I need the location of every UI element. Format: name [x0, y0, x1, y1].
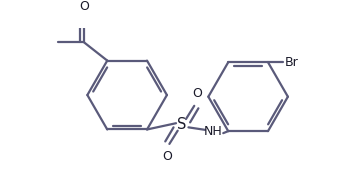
- Text: O: O: [162, 150, 172, 163]
- Text: S: S: [177, 117, 186, 132]
- Text: O: O: [79, 0, 89, 13]
- Text: NH: NH: [204, 125, 223, 138]
- Text: O: O: [192, 87, 202, 100]
- Text: Br: Br: [285, 56, 298, 69]
